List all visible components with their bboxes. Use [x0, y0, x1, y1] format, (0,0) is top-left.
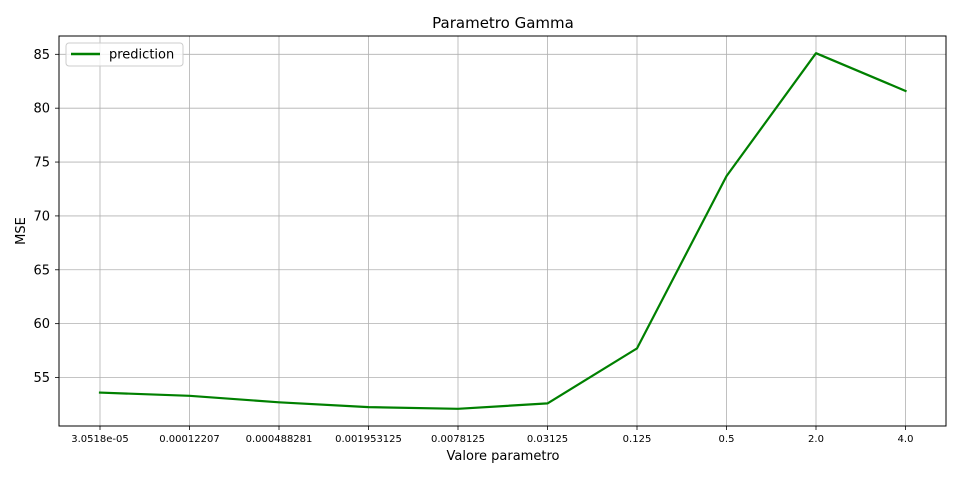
y-tick-label: 55: [33, 371, 50, 386]
x-tick-label: 4.0: [898, 434, 914, 445]
y-tick-label: 80: [33, 102, 50, 117]
x-tick-label: 0.5: [719, 434, 735, 445]
y-tick-label: 65: [33, 263, 50, 278]
y-tick-label: 60: [33, 317, 50, 332]
x-axis-label: Valore parametro: [447, 449, 560, 464]
x-tick-label: 0.00012207: [159, 434, 219, 445]
x-tick-label: 0.001953125: [335, 434, 402, 445]
y-tick-label: 75: [33, 156, 50, 171]
y-axis-label: MSE: [14, 217, 29, 245]
legend-label: prediction: [109, 48, 174, 63]
y-tick-label: 85: [33, 48, 50, 63]
x-tick-label: 3.0518e-05: [71, 434, 128, 445]
legend: prediction: [65, 42, 184, 67]
x-tick-label: 0.125: [623, 434, 652, 445]
x-axis-ticks: 3.0518e-05 0.00012207 0.000488281 0.0019531…: [71, 426, 913, 445]
series-layer: [98, 52, 907, 410]
x-tick-label: 0.03125: [527, 434, 568, 445]
y-axis-ticks: 55 60 65 70 75 80 85: [33, 48, 59, 386]
legend-box: [65, 42, 184, 67]
grid-lines: [59, 36, 946, 426]
y-tick-label: 70: [33, 209, 50, 224]
x-tick-label: 2.0: [808, 434, 824, 445]
x-tick-label: 0.000488281: [246, 434, 313, 445]
x-tick-label: 0.0078125: [431, 434, 485, 445]
plot-area-frame: [58, 35, 947, 427]
chart-title: Parametro Gamma: [432, 14, 574, 32]
series-line-prediction: [98, 52, 907, 410]
